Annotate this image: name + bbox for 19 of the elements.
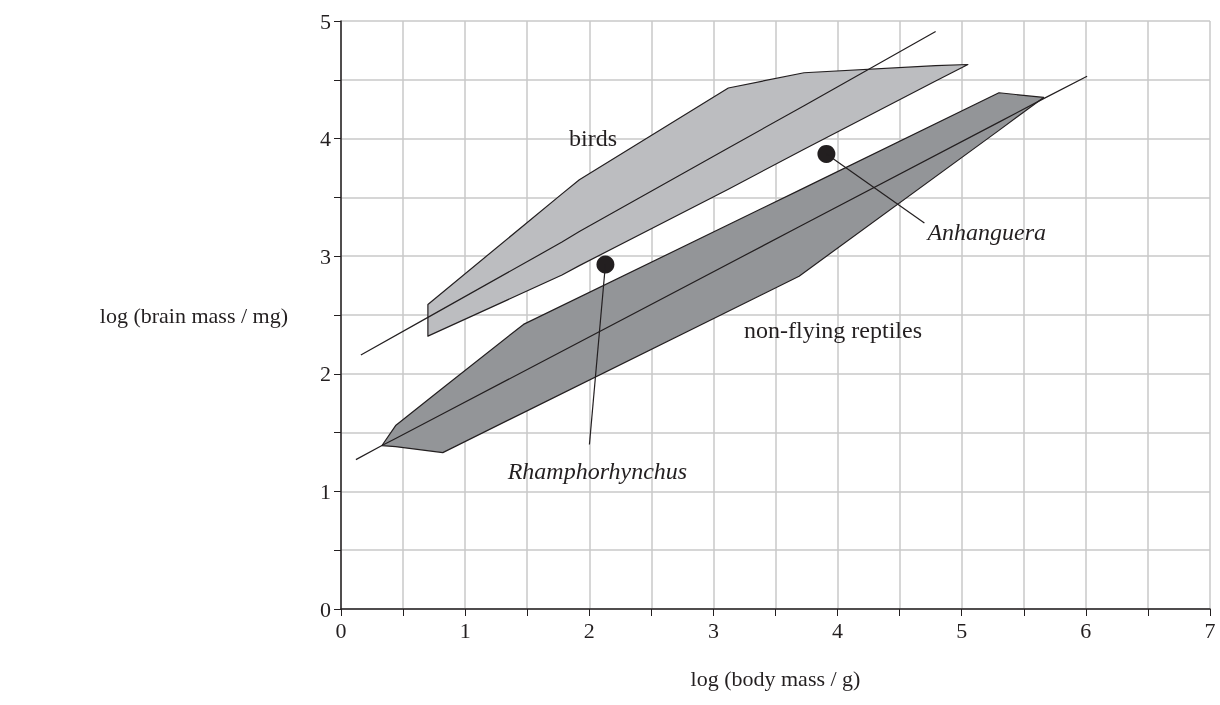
- y-tick-label: 5: [320, 8, 331, 34]
- annotation: birds: [569, 125, 617, 151]
- y-tick-label: 0: [320, 596, 331, 622]
- y-axis-title: log (brain mass / mg): [99, 302, 288, 328]
- annotation: Anhanguera: [925, 218, 1047, 245]
- x-tick-label: 4: [832, 617, 844, 643]
- x-tick-label: 5: [956, 617, 968, 643]
- y-tick-label: 2: [320, 361, 331, 387]
- y-tick-label: 1: [320, 478, 331, 504]
- x-tick-label: 3: [707, 617, 719, 643]
- x-axis-title: log (body mass / g): [690, 665, 861, 691]
- x-tick-label: 7: [1204, 617, 1216, 643]
- y-tick-label: 3: [320, 243, 331, 269]
- x-tick-label: 1: [459, 617, 471, 643]
- y-tick-label: 4: [320, 126, 331, 152]
- annotation: Rhamphorhynchus: [506, 458, 688, 485]
- x-tick-label: 2: [583, 617, 595, 643]
- x-tick-label: 6: [1080, 617, 1092, 643]
- annotation: non-flying reptiles: [744, 317, 922, 343]
